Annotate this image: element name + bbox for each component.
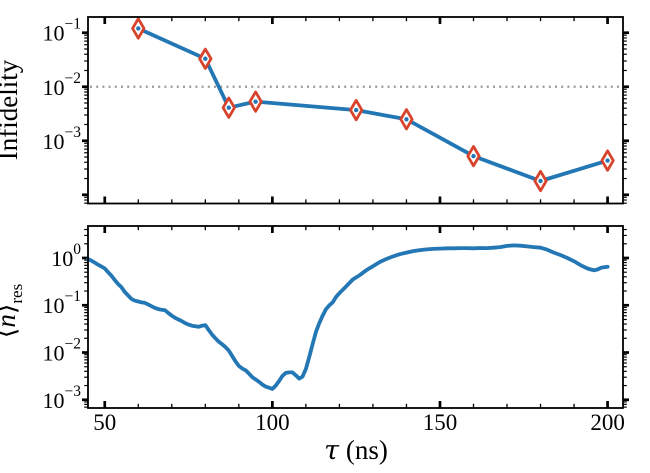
y-tick-label: 10−1 (43, 15, 82, 45)
x-tick-label: 150 (423, 410, 458, 435)
y-tick-label: 10−3 (43, 382, 82, 412)
data-point-center-dot (203, 56, 208, 61)
panel-residual-photon-number: 100 10−1 10−2 10−3 ⟨n⟩res 50 100 150 200 τ (ns) (0, 225, 629, 466)
x-tick-label: 50 (93, 410, 116, 435)
panel-frame (87, 16, 624, 205)
panel-infidelity: 10−1 10−2 10−3 Infidelity (0, 15, 629, 205)
x-axis-label: τ (ns) (324, 435, 388, 466)
data-point-center-dot (538, 178, 543, 184)
data-point-center-dot (605, 158, 610, 163)
data-point-center-dot (253, 99, 258, 104)
y-tick-label: 10−1 (43, 288, 82, 318)
x-ticks (103, 226, 609, 408)
data-point-center-dot (136, 26, 141, 31)
y-axis-label: Infidelity (0, 59, 23, 160)
y-tick-label: 10−2 (43, 335, 82, 365)
y-tick-label: 10−3 (43, 123, 82, 153)
data-point-center-dot (404, 117, 409, 122)
series-line-nres-vs-tau (86, 243, 610, 391)
y-ticks (82, 228, 629, 408)
data-point-center-dot (226, 105, 231, 110)
y-tick-label: 100 (51, 240, 81, 270)
series-line-infidelity-vs-tau (136, 26, 610, 183)
y-axis-label: ⟨n⟩res (0, 284, 26, 338)
data-point-center-dot (471, 153, 476, 159)
panel-frame (87, 225, 624, 409)
x-tick-label: 200 (590, 410, 625, 435)
series-markers-infidelity-vs-tau (131, 17, 615, 193)
y-tick-label: 10−2 (43, 69, 82, 99)
x-tick-label: 100 (255, 410, 290, 435)
data-point-center-dot (353, 107, 359, 113)
